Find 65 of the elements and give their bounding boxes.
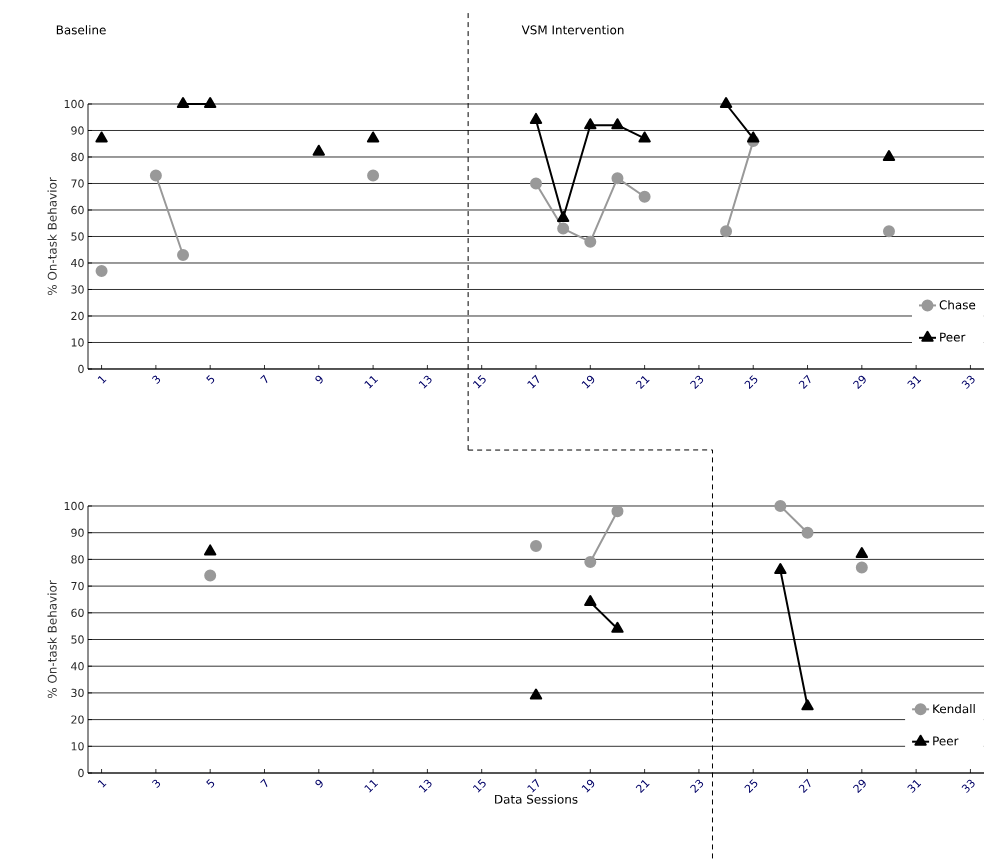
y-tick-label: 50 [71,635,84,644]
x-tick-label: 11 [364,779,379,793]
y-axis-title: % On-task Behavior [47,580,57,699]
x-tick-label: 7 [260,374,268,384]
y-axis-title: % On-task Behavior [47,177,57,296]
x-tick-label: 21 [635,780,650,794]
x-tick-label: 7 [260,778,268,788]
x-tick-label: 1 [97,779,107,788]
y-tick-label: 10 [71,338,84,347]
y-tick-label: 40 [71,258,84,268]
x-tick-label: 29 [852,779,866,794]
x-tick-label: 13 [418,375,432,389]
y-tick-label: 30 [71,285,84,294]
x-tick-label: 23 [690,779,704,794]
x-tick-label: 25 [744,779,758,794]
y-tick-label: 70 [71,179,84,188]
legend-label: Kendall [933,704,975,714]
text: Baseline [56,25,106,35]
x-tick-label: 3 [151,375,161,384]
y-tick-label: 0 [78,364,84,374]
y-tick-label: 30 [71,688,84,698]
y-tick-label: 60 [71,608,84,617]
y-tick-label: 80 [71,152,84,162]
x-tick-label: 5 [206,779,215,788]
x-tick-label: 11 [364,375,379,389]
x-tick-label: 27 [798,374,811,390]
y-tick-label: 80 [71,555,84,564]
x-tick-label: 19 [581,779,595,793]
x-tick-label: 23 [690,375,704,390]
x-tick-label: 5 [206,375,215,384]
y-tick-label: 100 [64,99,84,109]
legend-label: Chase [939,300,976,310]
legend-label: Peer [940,332,966,342]
x-tick-label: 15 [472,779,486,793]
x-tick-label: 31 [907,376,922,389]
y-tick-label: 90 [71,126,84,135]
x-tick-label: 17 [527,374,539,389]
y-tick-label: 50 [71,232,84,241]
x-tick-label: 33 [961,779,975,793]
x-axis-title: Data Sessions [495,794,578,804]
x-tick-label: 29 [852,375,866,390]
x-tick-label: 31 [907,780,922,793]
y-tick-label: 40 [71,662,84,671]
legend-label: Peer [933,736,959,746]
x-tick-label: 1 [97,375,107,384]
x-tick-label: 21 [635,376,650,390]
y-tick-label: 0 [78,768,84,778]
x-tick-label: 3 [151,779,161,788]
x-tick-label: 19 [581,375,595,389]
y-tick-label: 90 [71,528,84,537]
x-tick-label: 13 [418,779,432,793]
y-tick-label: 70 [71,581,84,591]
x-tick-label: 27 [798,778,811,794]
y-tick-label: 20 [71,715,84,724]
text: VSM Intervention [521,25,624,35]
x-tick-label: 17 [527,778,539,793]
x-tick-label: 9 [315,779,323,788]
y-tick-label: 10 [71,742,84,751]
x-tick-label: 9 [315,375,323,384]
x-tick-label: 15 [472,375,486,389]
y-tick-label: 60 [71,205,84,215]
y-tick-label: 20 [71,311,84,321]
x-tick-label: 33 [961,375,975,389]
x-tick-label: 25 [744,375,758,390]
y-tick-label: 100 [64,501,84,511]
